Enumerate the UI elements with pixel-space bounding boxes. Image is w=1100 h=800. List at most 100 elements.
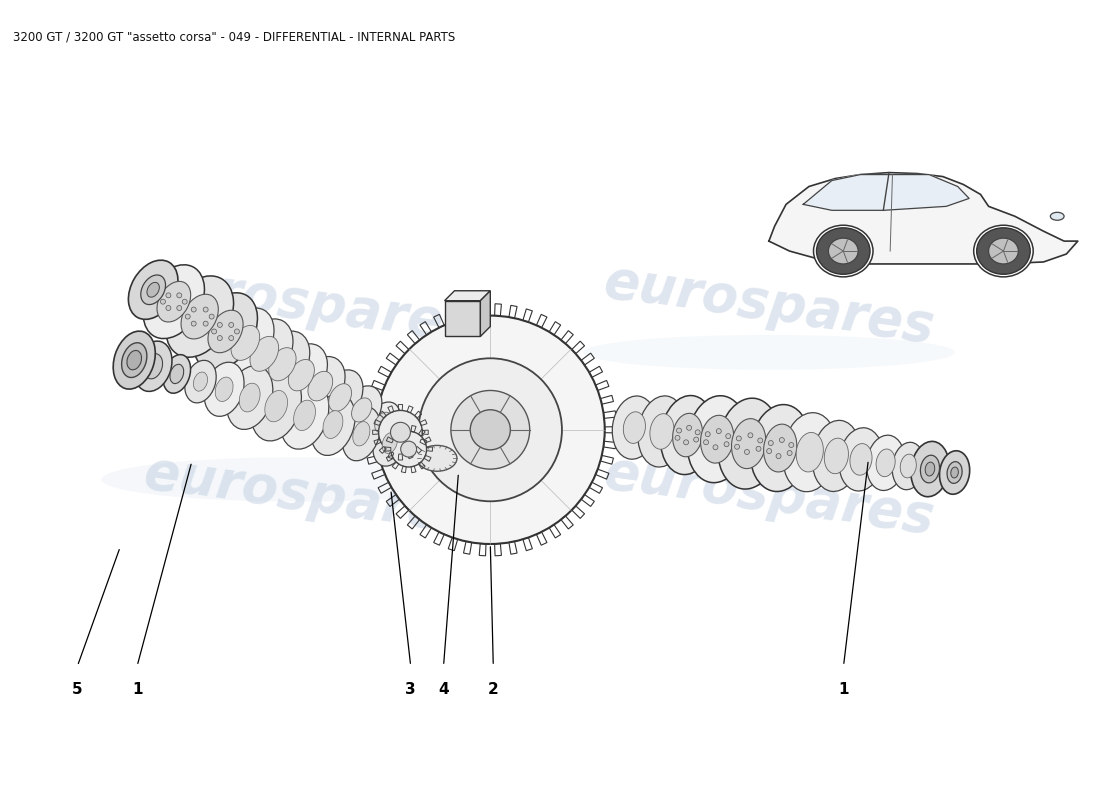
Ellipse shape [144, 354, 163, 379]
Ellipse shape [705, 432, 711, 437]
Ellipse shape [183, 299, 187, 304]
Ellipse shape [191, 321, 196, 326]
Polygon shape [803, 174, 969, 210]
Ellipse shape [265, 390, 287, 422]
Ellipse shape [376, 315, 605, 544]
Ellipse shape [767, 449, 771, 454]
Ellipse shape [113, 331, 155, 389]
Ellipse shape [788, 450, 792, 455]
Polygon shape [769, 173, 1078, 264]
Text: 2: 2 [488, 682, 498, 697]
Ellipse shape [204, 307, 208, 312]
Ellipse shape [211, 329, 217, 334]
Polygon shape [614, 420, 960, 478]
Ellipse shape [921, 455, 939, 483]
Text: eurospares: eurospares [601, 256, 937, 354]
Ellipse shape [816, 228, 870, 274]
Ellipse shape [624, 412, 646, 443]
Ellipse shape [205, 362, 244, 416]
Ellipse shape [191, 307, 196, 312]
Ellipse shape [126, 350, 142, 370]
Ellipse shape [758, 438, 762, 443]
Ellipse shape [660, 395, 715, 474]
Ellipse shape [839, 428, 883, 491]
Ellipse shape [182, 294, 218, 339]
Ellipse shape [417, 446, 456, 471]
Text: eurospares: eurospares [141, 256, 477, 354]
Ellipse shape [387, 423, 422, 446]
Ellipse shape [208, 310, 243, 353]
Ellipse shape [194, 372, 208, 391]
Ellipse shape [676, 428, 682, 433]
Ellipse shape [989, 238, 1019, 264]
Ellipse shape [675, 435, 680, 440]
Ellipse shape [768, 441, 773, 446]
Ellipse shape [161, 299, 165, 304]
Ellipse shape [911, 442, 949, 497]
Ellipse shape [375, 412, 392, 433]
Ellipse shape [311, 394, 355, 455]
Ellipse shape [977, 228, 1031, 274]
Text: 5: 5 [73, 682, 82, 697]
Polygon shape [444, 301, 481, 337]
Ellipse shape [726, 434, 730, 438]
Ellipse shape [780, 438, 784, 442]
Ellipse shape [217, 308, 274, 378]
Text: 4: 4 [438, 682, 449, 697]
Ellipse shape [683, 440, 689, 445]
Ellipse shape [157, 282, 190, 322]
Ellipse shape [169, 364, 184, 383]
Ellipse shape [583, 335, 955, 370]
Ellipse shape [688, 396, 747, 482]
Ellipse shape [177, 306, 182, 310]
Ellipse shape [974, 226, 1033, 277]
Ellipse shape [694, 437, 698, 442]
Ellipse shape [470, 410, 510, 450]
Ellipse shape [218, 322, 222, 327]
Ellipse shape [900, 454, 916, 478]
Ellipse shape [229, 335, 233, 341]
Ellipse shape [672, 414, 703, 457]
Ellipse shape [163, 354, 190, 394]
Ellipse shape [824, 438, 848, 474]
Ellipse shape [194, 293, 257, 370]
Ellipse shape [378, 410, 422, 454]
Ellipse shape [342, 406, 381, 461]
Ellipse shape [732, 418, 766, 469]
Ellipse shape [701, 415, 734, 463]
Ellipse shape [166, 306, 170, 310]
Ellipse shape [736, 436, 741, 441]
Ellipse shape [745, 450, 749, 454]
Ellipse shape [750, 405, 811, 491]
Ellipse shape [724, 442, 729, 446]
Ellipse shape [143, 265, 205, 338]
Ellipse shape [141, 275, 165, 305]
Ellipse shape [400, 441, 417, 457]
Ellipse shape [756, 446, 761, 451]
Ellipse shape [250, 336, 278, 371]
Ellipse shape [789, 442, 794, 447]
Ellipse shape [638, 396, 686, 467]
Ellipse shape [716, 429, 722, 434]
Ellipse shape [650, 414, 674, 450]
Text: eurospares: eurospares [601, 446, 937, 544]
Ellipse shape [255, 331, 310, 398]
Ellipse shape [814, 226, 873, 277]
Ellipse shape [147, 282, 160, 297]
Ellipse shape [850, 443, 872, 475]
Ellipse shape [796, 433, 823, 472]
Ellipse shape [366, 402, 400, 442]
Ellipse shape [353, 422, 370, 446]
Ellipse shape [229, 322, 233, 327]
Ellipse shape [613, 396, 657, 459]
Ellipse shape [227, 366, 273, 430]
Ellipse shape [234, 329, 240, 334]
Text: eurospares: eurospares [141, 446, 477, 544]
Ellipse shape [134, 341, 172, 391]
Ellipse shape [451, 390, 530, 469]
Ellipse shape [735, 444, 739, 450]
Ellipse shape [251, 371, 301, 441]
Text: 3200 GT / 3200 GT "assetto corsa" - 049 - DIFFERENTIAL - INTERNAL PARTS: 3200 GT / 3200 GT "assetto corsa" - 049 … [13, 30, 455, 43]
Ellipse shape [748, 433, 752, 438]
Text: 1: 1 [132, 682, 142, 697]
